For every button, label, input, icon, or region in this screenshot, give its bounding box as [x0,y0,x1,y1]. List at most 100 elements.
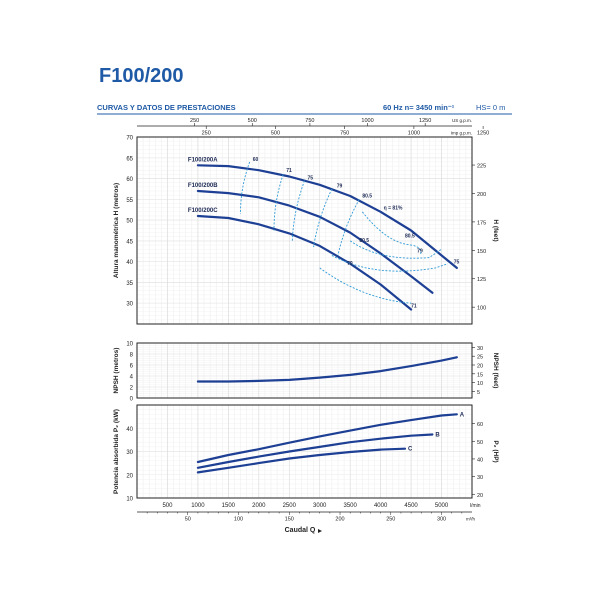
top-imp-tick-label: 500 [271,131,280,137]
efficiency-iso-line [313,188,333,248]
head-panel-y-tick-label: 55 [126,198,133,204]
npsh-panel-y-tick-label: 0 [130,397,134,403]
efficiency-label: 71 [411,303,417,309]
head-panel-right-tick-label: 175 [477,220,486,226]
head-curve-F100/200C [196,214,413,311]
head-panel-right-tick-label: 125 [477,277,486,283]
power-panel-right-tick-label: 50 [477,440,483,446]
head-panel-y-axis-label: Altura manométrica H (metros) [113,183,120,278]
npsh-panel-y-axis-label-right: NPSH (feet) [492,353,499,389]
head-panel-y-tick-label: 70 [126,136,133,142]
power-panel-y-tick-label: 30 [126,450,133,456]
x-tick-label-lmin: 3500 [344,503,358,509]
x-tick-label-lmin: 1500 [222,503,236,509]
efficiency-label: 75 [308,175,314,181]
top-imp-tick-label: 250 [202,131,211,137]
head-panel-y-tick-label: 40 [126,260,133,266]
x-tick-label-lmin: 500 [162,503,173,509]
bottom-m3h-tick-label: 200 [335,517,344,523]
power-panel-right-tick-label: 60 [477,422,483,428]
power-curve-C [196,447,407,474]
top-gpm-tick-label: 750 [305,118,314,124]
head-curve-label: F100/200C [188,208,218,214]
x-tick-label-lmin: 1000 [191,503,205,509]
npsh-panel-right-tick-label: 5 [477,390,480,396]
efficiency-label: 79 [417,249,423,255]
top-gpm-tick-label: 1000 [361,118,373,124]
power-panel-y-tick-label: 10 [126,497,133,503]
head-panel-y-tick-label: 35 [126,281,133,287]
x-tick-label-lmin: 4000 [374,503,388,509]
efficiency-iso-line [240,161,251,214]
efficiency-label: 79 [347,261,353,267]
x-tick-label-lmin: 2000 [252,503,266,509]
power-panel-y-axis-label-right: P₂ (HP) [492,440,499,462]
npsh-panel-y-tick-label: 2 [130,386,134,392]
x-tick-label-lmin: 5000 [435,503,449,509]
efficiency-iso-line [291,180,305,241]
head-panel-right-tick-label: 225 [477,164,486,170]
power-curve-A [196,413,458,464]
efficiency-label: 79 [337,184,343,190]
speed-info: 60 Hz n= 3450 min⁻¹ [383,103,455,112]
x-axis-label: Caudal Q [285,527,316,534]
top-imp-tick-label: 1000 [408,131,420,137]
power-panel-right-tick-label: 30 [477,475,483,481]
top-gpm-tick-label: 250 [190,118,199,124]
bottom-m3h-tick-label: 100 [234,517,243,523]
npsh-panel-y-tick-label: 8 [130,353,134,359]
npsh-panel-right-tick-label: 25 [477,355,483,361]
head-curve-F100/200A [196,164,458,269]
npsh-panel-right-tick-label: 15 [477,372,483,378]
head-panel-y-tick-label: 65 [126,156,133,162]
efficiency-label: 71 [286,168,292,174]
efficiency-label: 80.5 [359,238,369,244]
npsh-panel-y-tick-label: 4 [130,375,134,381]
efficiency-label: 75 [454,260,460,266]
head-panel-y-tick-label: 45 [126,239,133,245]
power-curve-label: B [435,433,440,439]
head-curve-label: F100/200B [188,183,218,189]
efficiency-label: η = 81% [384,206,403,212]
efficiency-right-line [349,240,442,259]
power-panel-y-tick-label: 40 [126,427,133,433]
power-curve-B [196,433,434,469]
npsh-panel-y-axis-label: NPSH (metros) [113,348,120,394]
npsh-panel-y-tick-label: 10 [126,342,133,348]
efficiency-bep-line [362,211,422,256]
head-panel-y-tick-label: 60 [126,177,133,183]
head-panel-frame [136,136,473,325]
power-panel-y-tick-label: 20 [126,473,133,479]
bottom-m3h-tick-label: 150 [285,517,294,523]
efficiency-label: 80.5 [405,234,415,240]
head-curve-F100/200B [196,189,434,294]
power-curve-label: C [408,447,413,453]
hs-info: HS= 0 m [476,103,505,112]
top-gpm-tick-label: 500 [248,118,257,124]
npsh-panel-right-tick-label: 20 [477,364,483,370]
top-gpm-unit: US g.p.m. [452,118,472,123]
efficiency-right-line [331,255,448,272]
x-axis-arrow-icon [318,529,322,533]
x-tick-label-lmin: 2500 [283,503,297,509]
head-panel-right-tick-label: 200 [477,192,486,198]
x-tick-label-lmin: 4500 [404,503,418,509]
bottom-m3h-tick-label: 300 [437,517,446,523]
top-gpm-tick-label: 1250 [419,118,431,124]
page-subtitle: CURVAS Y DATOS DE PRESTACIONES [97,103,236,112]
efficiency-right-line [319,267,412,304]
npsh-panel-right-tick-label: 30 [477,346,483,352]
head-panel-y-tick-label: 30 [126,302,133,308]
head-panel-y-tick-label: 50 [126,219,133,225]
bottom-m3h-tick-label: 250 [386,517,395,523]
head-panel-y-axis-label-right: H (feet) [492,219,499,241]
power-panel-right-tick-label: 40 [477,457,483,463]
x-unit-lmin: l/min [470,503,481,509]
power-panel-right-tick-label: 20 [477,493,483,499]
npsh-panel-y-tick-label: 6 [130,364,134,370]
npsh-panel-frame [136,342,473,399]
bottom-m3h-unit: m³/h [466,517,475,522]
power-panel-frame [136,404,473,499]
